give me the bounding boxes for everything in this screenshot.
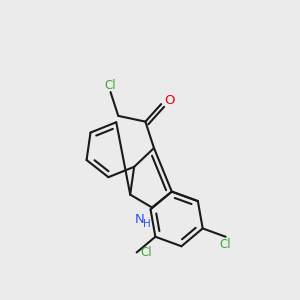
Text: Cl: Cl: [105, 79, 116, 92]
Text: Cl: Cl: [141, 246, 152, 259]
Text: N: N: [135, 213, 145, 226]
Text: O: O: [164, 94, 174, 106]
Text: Cl: Cl: [220, 238, 231, 251]
Text: H: H: [143, 219, 151, 229]
